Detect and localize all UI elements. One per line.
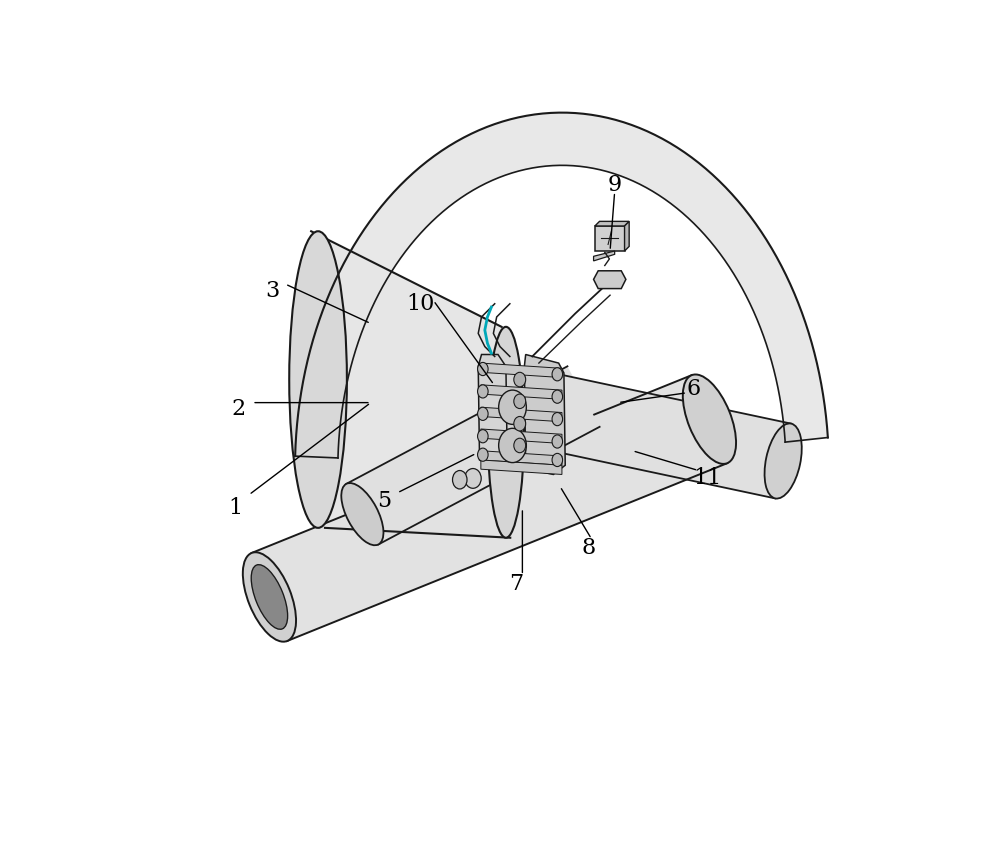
Polygon shape <box>481 407 562 422</box>
Ellipse shape <box>552 390 563 403</box>
Polygon shape <box>346 366 600 544</box>
Ellipse shape <box>514 438 526 453</box>
Polygon shape <box>481 451 562 466</box>
Polygon shape <box>595 222 629 226</box>
Polygon shape <box>625 222 629 251</box>
Ellipse shape <box>514 394 526 408</box>
Ellipse shape <box>683 374 736 464</box>
Ellipse shape <box>552 368 563 381</box>
Ellipse shape <box>765 424 802 498</box>
Ellipse shape <box>514 417 526 431</box>
Text: 8: 8 <box>581 537 595 559</box>
Text: 6: 6 <box>687 378 701 401</box>
Polygon shape <box>524 354 565 474</box>
Polygon shape <box>595 226 625 251</box>
Polygon shape <box>295 113 828 458</box>
Ellipse shape <box>552 454 563 467</box>
Ellipse shape <box>243 552 296 642</box>
Text: 2: 2 <box>232 398 246 420</box>
Ellipse shape <box>289 231 347 528</box>
Ellipse shape <box>453 471 467 489</box>
Ellipse shape <box>478 430 488 443</box>
Polygon shape <box>481 385 562 400</box>
Polygon shape <box>252 375 727 641</box>
Ellipse shape <box>499 390 526 425</box>
Polygon shape <box>481 460 562 474</box>
Polygon shape <box>594 251 615 261</box>
Text: 11: 11 <box>693 467 721 490</box>
Text: 9: 9 <box>608 174 622 196</box>
Ellipse shape <box>478 385 488 398</box>
Ellipse shape <box>478 362 488 376</box>
Polygon shape <box>517 369 791 498</box>
Polygon shape <box>478 354 507 468</box>
Text: 5: 5 <box>377 490 391 513</box>
Polygon shape <box>594 270 626 288</box>
Ellipse shape <box>488 327 524 538</box>
Ellipse shape <box>552 413 563 425</box>
Text: 1: 1 <box>229 497 243 519</box>
Polygon shape <box>311 231 510 538</box>
Polygon shape <box>481 429 562 443</box>
Text: 3: 3 <box>265 280 279 301</box>
Ellipse shape <box>341 483 383 545</box>
Ellipse shape <box>552 435 563 448</box>
Ellipse shape <box>499 428 526 462</box>
Text: 10: 10 <box>406 293 434 315</box>
Ellipse shape <box>514 372 526 387</box>
Ellipse shape <box>478 407 488 420</box>
Ellipse shape <box>478 448 488 461</box>
Ellipse shape <box>251 565 288 629</box>
Text: 7: 7 <box>509 573 523 595</box>
Ellipse shape <box>465 468 481 488</box>
Polygon shape <box>481 363 562 377</box>
